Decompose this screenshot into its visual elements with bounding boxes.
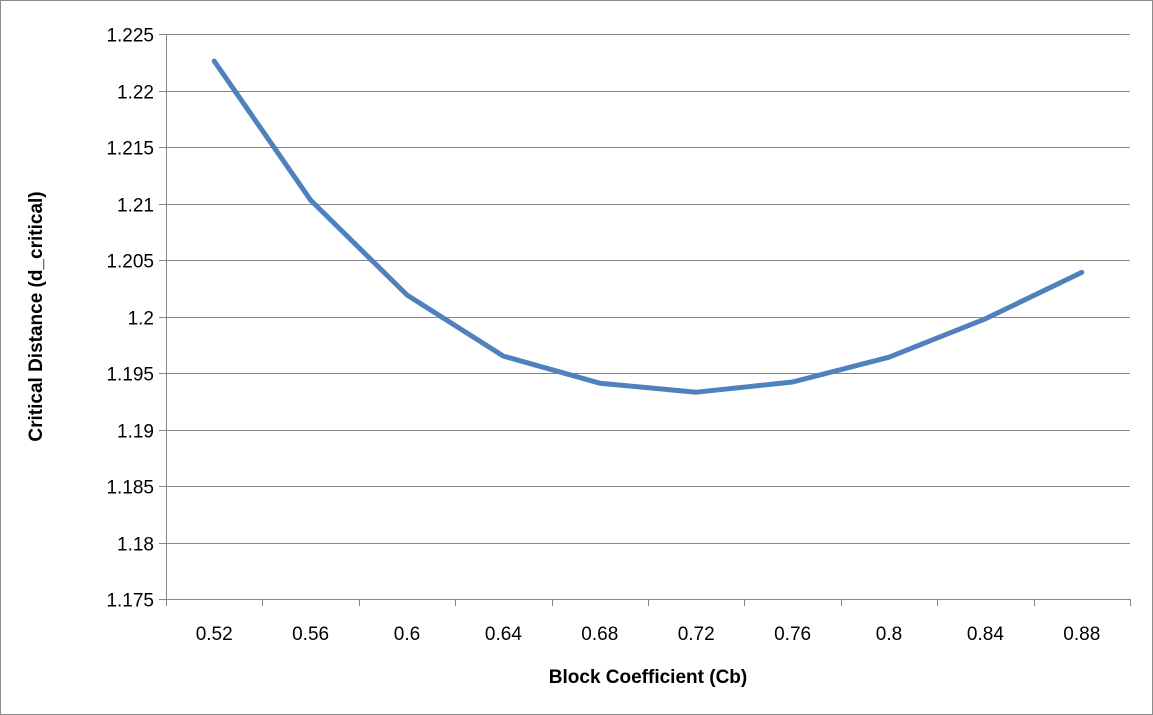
y-tick-label: 1.21 [117,196,154,217]
x-tick-label: 0.88 [1063,624,1100,645]
x-tick-label: 0.72 [678,624,715,645]
y-tick-label: 1.22 [117,83,154,104]
x-tick-label: 0.56 [292,624,329,645]
x-tick-label: 0.84 [967,624,1004,645]
series-layer [211,58,1085,395]
y-tick-label: 1.215 [106,139,154,160]
y-tick-label: 1.19 [117,422,154,443]
y-tick-label: 1.175 [106,591,154,612]
y-tick-label: 1.18 [117,535,154,556]
x-tick-label: 0.68 [581,624,618,645]
x-axis-title: Block Coefficient (Cb) [549,667,747,688]
x-tick-label: 0.76 [774,624,811,645]
y-axis-title: Critical Distance (d_critical) [26,191,47,441]
gridlines [166,34,1130,544]
y-tick-label: 1.205 [106,252,154,273]
y-tick-label: 1.2 [128,309,154,330]
y-tick-label: 1.195 [106,365,154,386]
x-tick-label: 0.6 [394,624,420,645]
tick-labels: 1.175 1.18 1.185 1.19 1.195 1.2 1.205 1.21 1.215… [106,26,1100,646]
axes [159,34,1131,606]
x-tick-label: 0.52 [196,624,233,645]
x-tick-label: 0.64 [485,624,522,645]
y-tick-label: 1.185 [106,478,154,499]
x-tick-label: 0.8 [876,624,902,645]
y-tick-label: 1.225 [106,26,154,47]
series-line [211,58,1085,395]
